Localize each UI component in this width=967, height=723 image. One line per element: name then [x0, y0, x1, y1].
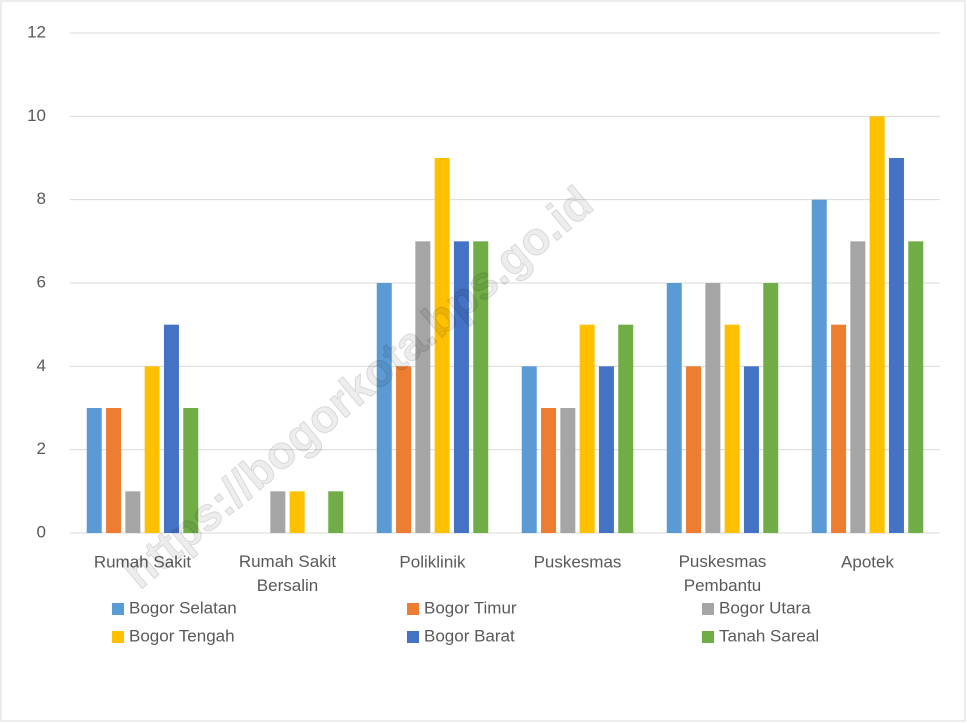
bar: [666, 283, 682, 533]
bar: [270, 491, 286, 533]
y-tick-label: 10: [27, 106, 46, 125]
bar: [724, 324, 740, 533]
bar: [106, 408, 122, 533]
x-tick-label: Puskesmas Pembantu: [679, 552, 767, 595]
legend-label: Tanah Sareal: [719, 626, 819, 645]
x-tick-label: Puskesmas: [534, 552, 622, 571]
bar: [618, 324, 634, 533]
bar: [328, 491, 344, 533]
bar: [743, 366, 759, 533]
bar: [434, 158, 450, 533]
bar: [521, 366, 537, 533]
bar: [598, 366, 614, 533]
legend-label: Bogor Utara: [719, 598, 811, 617]
bar: [811, 199, 827, 533]
y-tick-label: 12: [27, 22, 46, 41]
bar: [144, 366, 160, 533]
bar: [850, 241, 866, 534]
bar: [831, 324, 847, 533]
bar: [705, 283, 721, 533]
legend-swatch: [112, 631, 124, 643]
bar: [289, 491, 305, 533]
legend-label: Bogor Timur: [424, 598, 517, 617]
x-tick-label: Apotek: [841, 552, 894, 571]
bar: [763, 283, 779, 533]
legend-swatch: [407, 631, 419, 643]
bar: [453, 241, 469, 534]
x-tick-label: Rumah Sakit Bersalin: [239, 552, 337, 595]
y-tick-label: 8: [37, 189, 46, 208]
bar: [473, 241, 489, 534]
bar: [396, 366, 412, 533]
bar: [163, 324, 179, 533]
bar: [908, 241, 924, 534]
bar: [541, 408, 557, 533]
bar: [376, 283, 392, 533]
bar: [579, 324, 595, 533]
y-tick-label: 4: [37, 356, 46, 375]
bar: [415, 241, 431, 534]
bar: [686, 366, 702, 533]
legend-swatch: [702, 631, 714, 643]
legend-swatch: [407, 603, 419, 615]
legend-label: Bogor Barat: [424, 626, 515, 645]
y-tick-label: 6: [37, 272, 46, 291]
bar: [888, 158, 904, 533]
x-tick-label: Rumah Sakit: [94, 552, 192, 571]
y-tick-label: 2: [37, 439, 46, 458]
y-tick-label: 0: [37, 522, 46, 541]
legend-label: Bogor Selatan: [129, 598, 237, 617]
x-tick-label: Poliklinik: [399, 552, 466, 571]
legend-swatch: [112, 603, 124, 615]
bar: [869, 116, 885, 533]
bar: [86, 408, 102, 533]
bar: [560, 408, 576, 533]
legend-label: Bogor Tengah: [129, 626, 235, 645]
bar: [183, 408, 199, 533]
legend-swatch: [702, 603, 714, 615]
bar: [125, 491, 141, 533]
